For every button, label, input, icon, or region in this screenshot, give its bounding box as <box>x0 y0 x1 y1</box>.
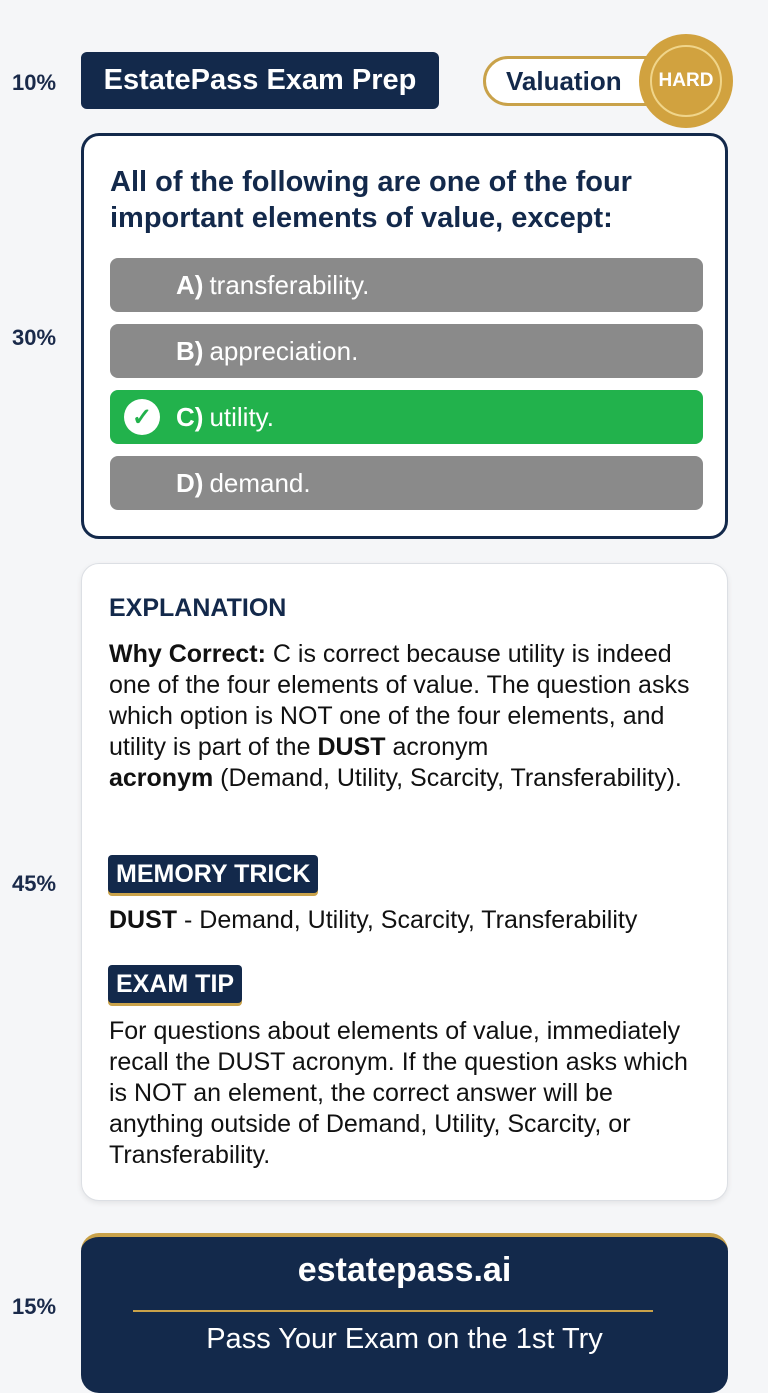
acronym-word: acronym <box>385 733 489 761</box>
acronym-rest: (Demand, Utility, Scarcity, Transferabil… <box>213 764 682 792</box>
option-text: transferability. <box>209 269 370 300</box>
tagline: Pass Your Exam on the 1st Try <box>206 1323 603 1355</box>
exam-tip-text: For questions about elements of value, i… <box>109 1017 688 1169</box>
question-card: All of the following are one of the four… <box>81 133 728 539</box>
option-b[interactable]: B) appreciation. <box>110 324 703 378</box>
why-label: Why Correct: <box>109 640 266 668</box>
progress-label: 15% <box>12 1294 57 1319</box>
difficulty-seal: HARD <box>642 37 730 125</box>
explanation-heading: EXPLANATION <box>109 594 287 622</box>
progress-label: 45% <box>12 871 57 896</box>
option-letter: A) <box>176 269 204 300</box>
dust-term: DUST <box>317 733 386 761</box>
why-text: C is correct because utility is indeed o… <box>109 640 690 761</box>
memory-key: DUST <box>109 906 178 934</box>
acronym-word-bold: acronym <box>109 764 214 792</box>
progress-label: 30% <box>12 325 57 350</box>
progress-label: 10% <box>12 70 57 95</box>
memory-text: - Demand, Utility, Scarcity, Transferabi… <box>177 906 638 934</box>
option-letter: B) <box>176 335 204 366</box>
option-letter: D) <box>176 467 204 498</box>
check-icon: ✓ <box>124 399 160 435</box>
option-text: demand. <box>209 467 311 498</box>
app-title: EstatePass Exam Prep <box>81 52 439 109</box>
question-text: All of the following are one of the four… <box>110 166 632 234</box>
explanation-card: EXPLANATION Why Correct: C is correct be… <box>81 563 728 1201</box>
why-correct-text: Why Correct: C is correct because utilit… <box>109 639 709 794</box>
option-letter: C) <box>176 401 204 432</box>
footer-banner: estatepass.ai Pass Your Exam on the 1st … <box>81 1233 728 1393</box>
exam-tip-label: EXAM TIP <box>108 965 243 1003</box>
difficulty-label: HARD <box>650 45 722 117</box>
option-a[interactable]: A) transferability. <box>110 258 703 312</box>
option-c[interactable]: ✓ C) utility. <box>110 390 703 444</box>
option-text: utility. <box>209 401 274 432</box>
divider <box>133 1310 653 1312</box>
option-d[interactable]: D) demand. <box>110 456 703 510</box>
memory-trick-label: MEMORY TRICK <box>108 855 319 893</box>
option-text: appreciation. <box>209 335 359 366</box>
brand-name: estatepass.ai <box>297 1251 512 1289</box>
memory-trick-text: DUST - Demand, Utility, Scarcity, Transf… <box>109 905 709 936</box>
